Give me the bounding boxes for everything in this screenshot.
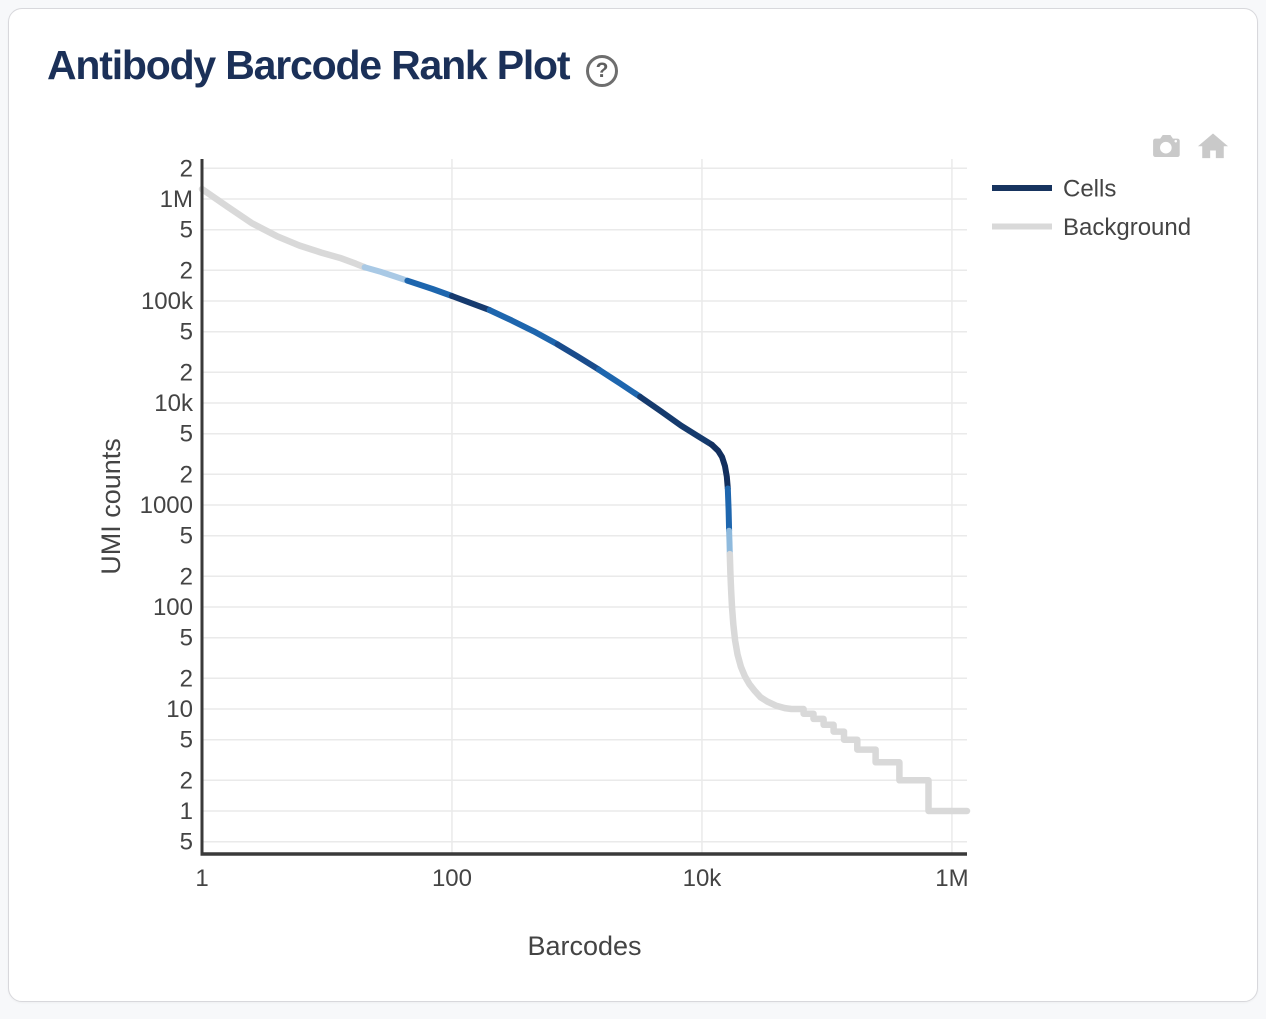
- series-mixed-upper: [361, 264, 411, 284]
- y-tick-label: 100: [153, 594, 193, 621]
- y-tick-label: 1M: [160, 186, 193, 213]
- page-title: Antibody Barcode Rank Plot: [47, 42, 571, 88]
- legend-item-cells[interactable]: Cells: [992, 176, 1116, 203]
- y-tick-label: 5: [180, 727, 193, 754]
- series-cells-seg1: [404, 277, 455, 299]
- home-icon-glyph: [1197, 133, 1229, 159]
- y-axis-title: UMI counts: [96, 438, 126, 575]
- x-axis-title: Barcodes: [527, 931, 641, 961]
- camera-icon[interactable]: [1148, 129, 1182, 163]
- y-tick-label: 5: [180, 523, 193, 550]
- legend-label: Cells: [1063, 176, 1116, 203]
- series-cells-knee: [708, 441, 731, 492]
- y-tick-label: 2: [180, 563, 193, 590]
- series-cells-seg2: [449, 293, 493, 314]
- x-tick-label: 1M: [935, 865, 968, 892]
- plot-card: Antibody Barcode Rank Plot ? 2 1M 5 2 100k 5 2…: [8, 8, 1258, 1002]
- series-cells-seg6: [637, 393, 715, 448]
- y-tick-label: 5: [180, 829, 193, 856]
- y-tick-label: 2: [180, 461, 193, 488]
- y-tick-label: 2: [180, 767, 193, 794]
- x-tick-label: 10k: [683, 865, 723, 892]
- y-tick-label: 5: [180, 625, 193, 652]
- y-tick-label: 10k: [154, 390, 194, 417]
- series-cells-seg3: [486, 307, 561, 348]
- legend-label: Background: [1063, 214, 1191, 241]
- legend-item-background[interactable]: Background: [992, 214, 1191, 241]
- y-tick-label: 100k: [141, 288, 194, 315]
- home-icon[interactable]: [1196, 129, 1230, 163]
- y-tick-label: 2: [180, 257, 193, 284]
- y-tick-label: 2: [180, 155, 193, 182]
- x-tick-label: 100: [432, 865, 472, 892]
- y-tick-label: 2: [180, 665, 193, 692]
- x-tick-label: 1: [195, 865, 208, 892]
- y-tick-label: 1: [180, 798, 193, 825]
- series-mixed-drop: [726, 527, 733, 558]
- y-tick-label: 5: [180, 217, 193, 244]
- y-tick-label: 2: [180, 359, 193, 386]
- series-cells-drop: [724, 485, 733, 534]
- series-cells-seg4: [554, 341, 602, 373]
- series-background-tail: [726, 550, 971, 815]
- y-tick-label: 5: [180, 319, 193, 346]
- series-background-upper: [198, 185, 368, 271]
- help-glyph: ?: [595, 59, 609, 82]
- y-tick-label: 5: [180, 421, 193, 448]
- y-tick-label: 10: [166, 696, 193, 723]
- series-cells-seg5: [596, 366, 644, 400]
- help-icon[interactable]: ?: [586, 55, 618, 87]
- camera-icon-glyph: [1153, 134, 1180, 158]
- y-tick-label: 1000: [140, 492, 193, 519]
